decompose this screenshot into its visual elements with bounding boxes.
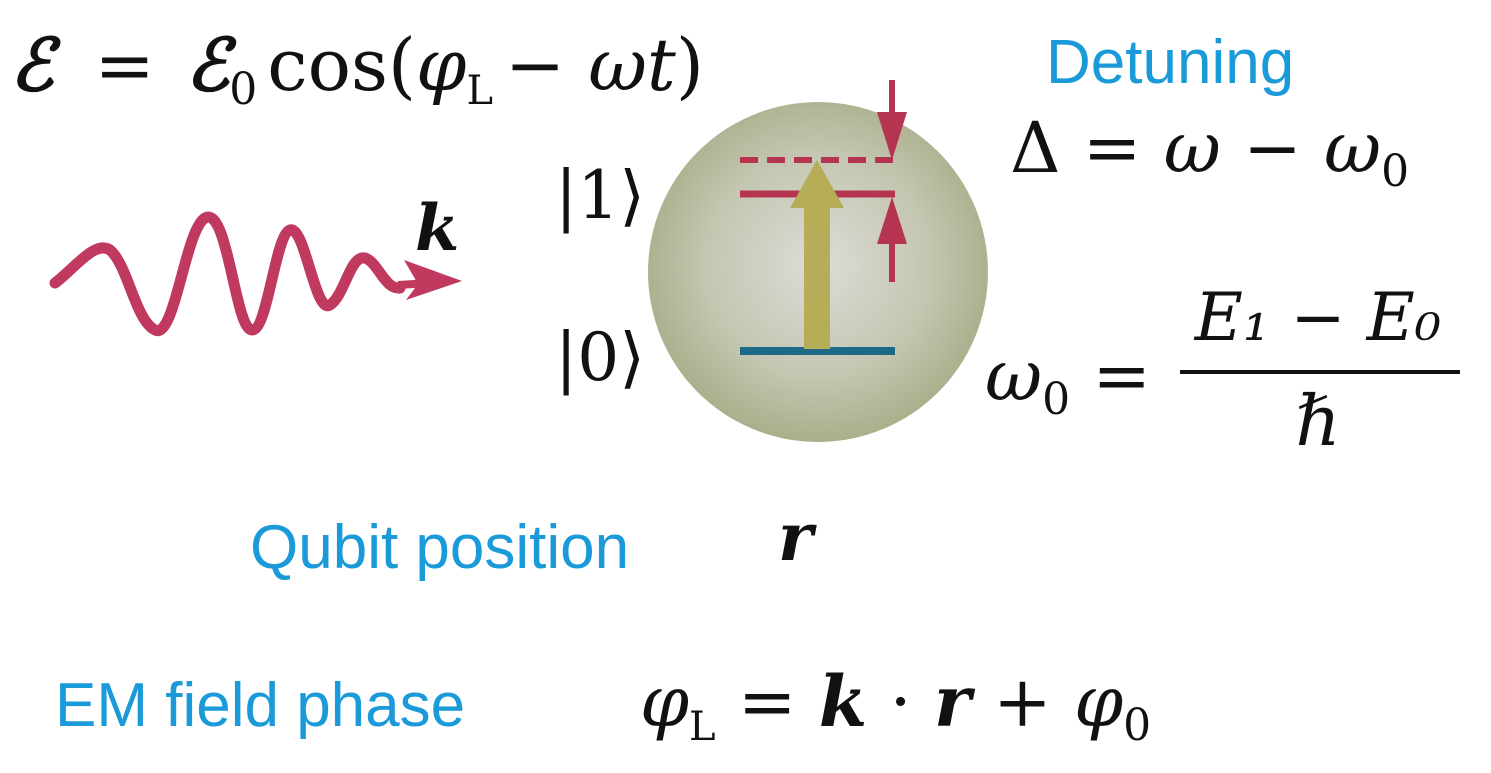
field-equation: ℰ = ℰ0 cos(φL − ωt) (10, 22, 704, 115)
svg-text:ω0 =: ω0 = (985, 335, 1151, 425)
detuning-label: Detuning (1046, 28, 1294, 97)
transition-arrow (790, 160, 844, 349)
wave-path (49, 211, 406, 336)
em-wave (49, 211, 462, 336)
position-symbol: r (778, 498, 817, 576)
qubit-position-label: Qubit position (250, 513, 629, 582)
wavevector-symbol: k (415, 191, 459, 266)
resonance-frequency-equation: ω0 = E₁ − E₀ ℏ (985, 279, 1460, 462)
wave-arrowhead (404, 260, 462, 300)
phase-equation: φL = k · r + φ0 (640, 660, 1151, 751)
em-field-phase-label: EM field phase (55, 671, 465, 740)
frequency-numerator: E₁ − E₀ (1194, 279, 1442, 356)
ground-state-label: |0⟩ (555, 319, 645, 396)
detuning-equation: Δ = ω − ω0 (1010, 107, 1409, 197)
frequency-denominator: ℏ (1295, 380, 1340, 462)
excited-state-label: |1⟩ (555, 157, 645, 234)
detuning-arrows (877, 80, 907, 282)
